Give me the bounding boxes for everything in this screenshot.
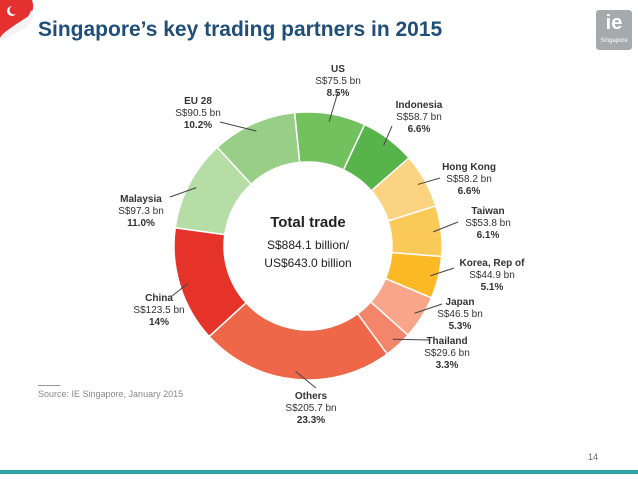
- label-us: US S$75.5 bn 8.5%: [298, 64, 378, 100]
- label-value: S$46.5 bn: [437, 309, 483, 320]
- leader-line: [295, 371, 317, 389]
- label-name: Thailand: [426, 336, 468, 347]
- label-value: S$53.8 bn: [465, 218, 511, 229]
- center-title: Total trade: [270, 214, 346, 231]
- label-china: China S$123.5 bn 14%: [126, 293, 192, 329]
- label-taiwan: Taiwan S$53.8 bn 6.1%: [456, 206, 520, 242]
- label-percent: 10.2%: [183, 120, 213, 131]
- logo-text: Singapore: [600, 38, 628, 44]
- label-value: S$123.5 bn: [133, 305, 185, 316]
- label-name: EU 28: [184, 96, 212, 107]
- label-percent: 5.1%: [480, 282, 504, 293]
- source-divider: [38, 385, 60, 386]
- leader-line: [169, 187, 197, 198]
- label-name: Taiwan: [471, 206, 505, 217]
- label-value: S$29.6 bn: [424, 348, 470, 359]
- label-value: S$205.7 bn: [285, 403, 337, 414]
- slide-title: Singapore’s key trading partners in 2015: [38, 18, 443, 41]
- leader-line: [417, 177, 441, 185]
- label-percent: 8.5%: [326, 88, 350, 99]
- source-note: Source: IE Singapore, January 2015: [38, 389, 184, 399]
- label-name: China: [145, 293, 173, 304]
- label-value: S$75.5 bn: [315, 76, 361, 87]
- label-others: Others S$205.7 bn 23.3%: [273, 391, 349, 427]
- leader-line: [171, 283, 189, 297]
- label-malaysia: Malaysia S$97.3 bn 11.0%: [108, 194, 174, 230]
- label-thailand: Thailand S$29.6 bn 3.3%: [414, 336, 480, 372]
- label-percent: 11.0%: [127, 218, 155, 229]
- label-name: Japan: [445, 297, 475, 308]
- label-percent: 6.1%: [476, 230, 500, 241]
- label-japan: Japan S$46.5 bn 5.3%: [428, 297, 492, 333]
- label-name: Korea, Rep of: [459, 258, 525, 269]
- leader-line: [219, 121, 257, 132]
- leader-line: [414, 303, 443, 314]
- label-name: Indonesia: [395, 100, 443, 111]
- label-value: S$97.3 bn: [118, 206, 164, 217]
- label-value: S$58.7 bn: [396, 112, 442, 123]
- center-line-2: US$643.0 billion: [264, 256, 352, 270]
- label-value: S$44.9 bn: [469, 270, 515, 281]
- label-percent: 5.3%: [448, 321, 472, 332]
- bottom-bar: [0, 470, 638, 474]
- label-name: Malaysia: [120, 194, 162, 205]
- ie-singapore-logo: ie Singapore: [596, 10, 632, 50]
- leader-line: [383, 125, 393, 146]
- label-name: Others: [294, 391, 328, 402]
- label-percent: 23.3%: [296, 415, 326, 426]
- label-percent: 6.6%: [457, 186, 481, 197]
- leader-line: [328, 91, 339, 122]
- label-hong-kong: Hong Kong S$58.2 bn 6.6%: [436, 162, 502, 198]
- label-korea: Korea, Rep of S$44.9 bn 5.1%: [454, 258, 530, 294]
- page-number: 14: [588, 452, 599, 462]
- logo-mark: ie: [605, 12, 623, 34]
- center-subtitle: S$884.1 billion/ US$643.0 billion: [238, 236, 378, 272]
- singapore-flag-icon: [0, 0, 34, 40]
- center-line-1: S$884.1 billion/: [266, 238, 350, 252]
- leader-line: [430, 267, 455, 277]
- label-percent: 14%: [148, 317, 169, 328]
- label-percent: 3.3%: [435, 360, 459, 371]
- label-value: S$58.2 bn: [446, 174, 492, 185]
- label-eu28: EU 28 S$90.5 bn 10.2%: [160, 96, 236, 132]
- label-name: US: [331, 64, 345, 75]
- leader-line: [392, 338, 431, 341]
- label-value: S$90.5 bn: [175, 108, 221, 119]
- donut-slice-eu-28: [216, 111, 301, 186]
- leader-line: [433, 221, 459, 233]
- label-indonesia: Indonesia S$58.7 bn 6.6%: [384, 100, 454, 136]
- label-name: Hong Kong: [442, 162, 496, 173]
- label-percent: 6.6%: [407, 124, 431, 135]
